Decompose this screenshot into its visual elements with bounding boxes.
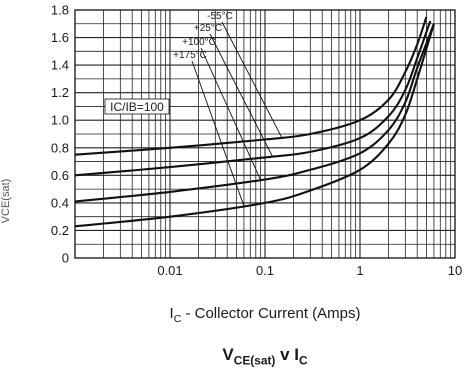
- title-v-sub: CE(sat): [233, 353, 276, 368]
- x-axis-label-i: I: [169, 305, 174, 322]
- temperature-label: -55°C: [207, 11, 233, 22]
- y-tick-label: 1.0: [51, 113, 69, 128]
- plot-border: [74, 9, 456, 259]
- y-tick-label: 1.6: [51, 30, 69, 45]
- vce-sat-chart: 00.20.40.60.81.01.21.41.61.8 0.01 0.1 1 10 …: [51, 3, 462, 279]
- y-tick-label: 1.8: [51, 3, 69, 18]
- y-tick-label: 1.2: [51, 85, 69, 100]
- ic-ib-legend: IC/IB=100: [104, 98, 170, 115]
- title-v: V: [222, 345, 234, 364]
- leader-line: [191, 60, 245, 207]
- series-line: [74, 20, 432, 177]
- x-tick-label: 10: [448, 263, 462, 278]
- temperature-annotations: -55°C+25°C +100°C +175°C: [173, 11, 283, 207]
- title-i-sub: C: [299, 353, 308, 368]
- y-tick-label: 1.4: [51, 58, 69, 73]
- y-tick-label: 0.4: [51, 195, 69, 210]
- y-axis-label: VCE(sat): [0, 178, 12, 224]
- series-line: [74, 16, 428, 156]
- x-tick-label: 0.01: [157, 263, 182, 278]
- y-tick-labels: 0 0.2 0.4 0.6 0.8 1.0 1.2 1.4 1.6 1.8: [51, 3, 69, 266]
- series-line: [74, 23, 435, 228]
- x-tick-label: 1: [356, 263, 363, 278]
- x-axis-label: IC - Collector Current (Amps): [0, 305, 464, 325]
- temperature-label: +175°C: [173, 50, 207, 61]
- x-axis-label-sub: C: [173, 313, 182, 325]
- title-mid: v I: [275, 345, 299, 364]
- leader-line: [221, 21, 283, 138]
- x-axis-label-rest: - Collector Current (Amps): [181, 305, 361, 322]
- temperature-label: +100°C: [182, 37, 216, 48]
- data-series: [74, 16, 435, 228]
- x-tick-label: 0.1: [256, 263, 274, 278]
- leader-line: [200, 47, 262, 181]
- grid-lines: [74, 9, 456, 259]
- y-tick-label: 0.6: [51, 168, 69, 183]
- y-tick-label: 0.2: [51, 223, 69, 238]
- chart-title: VCE(sat) v IC: [0, 345, 464, 367]
- leader-line: [209, 33, 273, 157]
- y-tick-label: 0.8: [51, 140, 69, 155]
- legend-box: [104, 98, 170, 115]
- y-tick-label: 0: [62, 251, 69, 266]
- x-tick-labels: 0.01 0.1 1 10: [157, 263, 462, 278]
- temperature-label: +25°C: [194, 23, 222, 34]
- legend-label: IC/IB=100: [110, 100, 164, 114]
- series-line: [74, 23, 435, 203]
